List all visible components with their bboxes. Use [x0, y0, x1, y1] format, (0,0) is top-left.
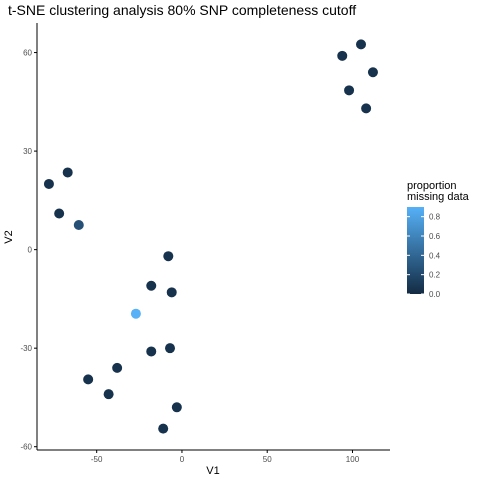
data-point [62, 167, 73, 178]
data-point [165, 343, 176, 354]
x-tick-label: 0 [180, 455, 185, 464]
y-tick-label: -30 [20, 344, 32, 353]
data-point [367, 67, 378, 78]
legend-colorbar [407, 207, 424, 294]
data-point [112, 362, 123, 373]
plot-area: -60 -30 0 30 60 -50 0 50 100 [20, 23, 390, 464]
scatter-points [43, 39, 378, 434]
x-axis-label: V1 [206, 465, 219, 477]
legend-tick-label: 0.8 [429, 213, 441, 222]
x-tick-label: 100 [346, 455, 360, 464]
data-point [146, 346, 157, 357]
y-tick-label: 60 [23, 49, 32, 58]
y-axis-label: V2 [3, 230, 15, 243]
legend-tick-label: 0.6 [429, 232, 441, 241]
chart-title: t-SNE clustering analysis 80% SNP comple… [8, 2, 356, 18]
y-tick-label: 0 [28, 246, 33, 255]
data-point [166, 287, 177, 298]
x-tick-label: -50 [91, 455, 103, 464]
legend-title-line-1: proportion [407, 180, 457, 192]
data-point [163, 251, 174, 262]
data-point [158, 423, 169, 434]
data-point [356, 39, 367, 50]
data-point [103, 389, 114, 400]
legend-tick-label: 0.4 [429, 251, 441, 260]
data-point [73, 220, 84, 231]
y-axis-ticks: -60 -30 0 30 60 [20, 49, 37, 452]
legend-ticks: 0.0 0.2 0.4 0.6 0.8 [407, 213, 441, 299]
data-point [344, 85, 355, 96]
y-tick-label: 30 [23, 147, 32, 156]
data-point [171, 402, 182, 413]
data-point [130, 308, 141, 319]
legend-title-line-2: missing data [407, 191, 470, 203]
legend-tick-label: 0.0 [429, 290, 441, 299]
data-point [43, 178, 54, 189]
x-axis-ticks: -50 0 50 100 [91, 450, 360, 464]
data-point [337, 50, 348, 61]
x-tick-label: 50 [263, 455, 272, 464]
y-tick-label: -60 [20, 443, 32, 452]
data-point [83, 374, 94, 385]
legend-tick-label: 0.2 [429, 271, 441, 280]
data-point [146, 280, 157, 291]
data-point [54, 208, 65, 219]
data-point [361, 103, 372, 114]
color-legend: proportion missing data 0.0 0.2 0.4 0.6 0.8 [407, 180, 470, 299]
